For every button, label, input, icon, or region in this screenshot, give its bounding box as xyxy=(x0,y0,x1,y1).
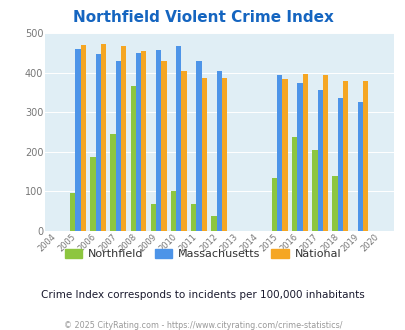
Bar xyxy=(277,75,282,231)
Bar xyxy=(282,79,287,231)
Bar xyxy=(121,46,126,231)
Text: Northfield Violent Crime Index: Northfield Violent Crime Index xyxy=(72,10,333,25)
Bar xyxy=(100,44,106,231)
Bar xyxy=(176,46,181,231)
Bar xyxy=(317,90,322,231)
Bar xyxy=(150,204,156,231)
Bar xyxy=(181,71,186,231)
Bar xyxy=(302,74,307,231)
Bar xyxy=(216,71,221,231)
Bar xyxy=(211,216,216,231)
Bar xyxy=(110,134,115,231)
Bar xyxy=(90,157,95,231)
Bar xyxy=(332,176,337,231)
Bar xyxy=(156,50,161,231)
Bar xyxy=(115,61,121,231)
Bar xyxy=(342,81,347,231)
Bar xyxy=(357,102,362,231)
Bar xyxy=(322,75,327,231)
Bar xyxy=(362,81,367,231)
Bar xyxy=(201,78,207,231)
Bar xyxy=(95,54,100,231)
Bar xyxy=(221,78,226,231)
Bar xyxy=(136,53,141,231)
Bar xyxy=(311,150,317,231)
Bar xyxy=(191,205,196,231)
Bar xyxy=(171,191,176,231)
Bar xyxy=(296,82,302,231)
Legend: Northfield, Massachusetts, National: Northfield, Massachusetts, National xyxy=(60,244,345,263)
Text: Crime Index corresponds to incidents per 100,000 inhabitants: Crime Index corresponds to incidents per… xyxy=(41,290,364,300)
Bar xyxy=(196,61,201,231)
Bar xyxy=(337,98,342,231)
Bar xyxy=(161,61,166,231)
Bar xyxy=(75,49,80,231)
Text: © 2025 CityRating.com - https://www.cityrating.com/crime-statistics/: © 2025 CityRating.com - https://www.city… xyxy=(64,321,341,330)
Bar xyxy=(130,86,136,231)
Bar xyxy=(141,51,146,231)
Bar xyxy=(80,45,85,231)
Bar xyxy=(291,137,296,231)
Bar xyxy=(271,178,277,231)
Bar xyxy=(70,193,75,231)
